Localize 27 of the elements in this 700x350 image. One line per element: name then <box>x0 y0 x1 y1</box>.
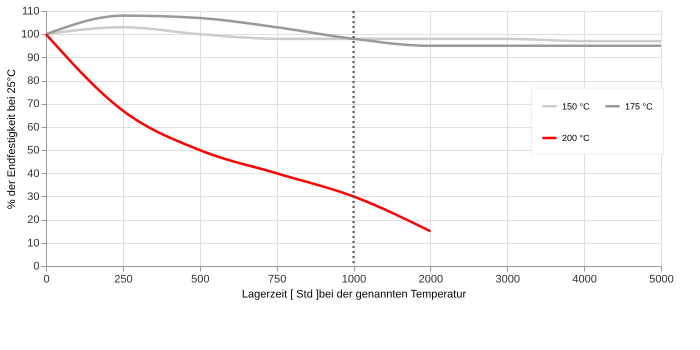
y-tick-label: 60 <box>27 121 40 134</box>
x-axis-title: Lagerzeit [ Std ]bei der genannten Temperatur <box>242 288 466 300</box>
x-tick-label: 250 <box>114 274 133 286</box>
legend-label: 175 °C <box>625 101 654 112</box>
y-tick-label: 0 <box>33 260 40 272</box>
x-tick-label: 750 <box>268 274 286 286</box>
y-tick-label: 90 <box>27 52 40 64</box>
y-axis-title: % der Endfestigkeit bei 25°C <box>6 68 18 210</box>
y-tick-label: 40 <box>27 168 40 180</box>
y-tick-label: 20 <box>27 214 40 226</box>
y-tick-label: 110 <box>22 6 40 18</box>
y-tick-label: 50 <box>27 144 40 157</box>
legend-label: 200 °C <box>562 133 590 143</box>
y-tick-label: 70 <box>27 98 40 110</box>
y-tick-label: 30 <box>27 190 40 203</box>
x-tick-label: 5000 <box>649 274 674 286</box>
x-tick-label: 1000 <box>342 274 366 286</box>
x-tick-label: 2000 <box>418 274 444 286</box>
line-series <box>44 32 432 232</box>
x-tick-label: 500 <box>191 274 210 286</box>
y-tick-label: 80 <box>27 75 40 88</box>
x-tick-label: 3000 <box>496 274 520 286</box>
legend-label: 150 °C <box>562 101 590 112</box>
y-tick-label: 100 <box>21 28 40 41</box>
y-tick-label: 10 <box>27 237 40 250</box>
x-tick-label: 4000 <box>572 274 597 286</box>
x-tick-label: 0 <box>43 274 50 286</box>
